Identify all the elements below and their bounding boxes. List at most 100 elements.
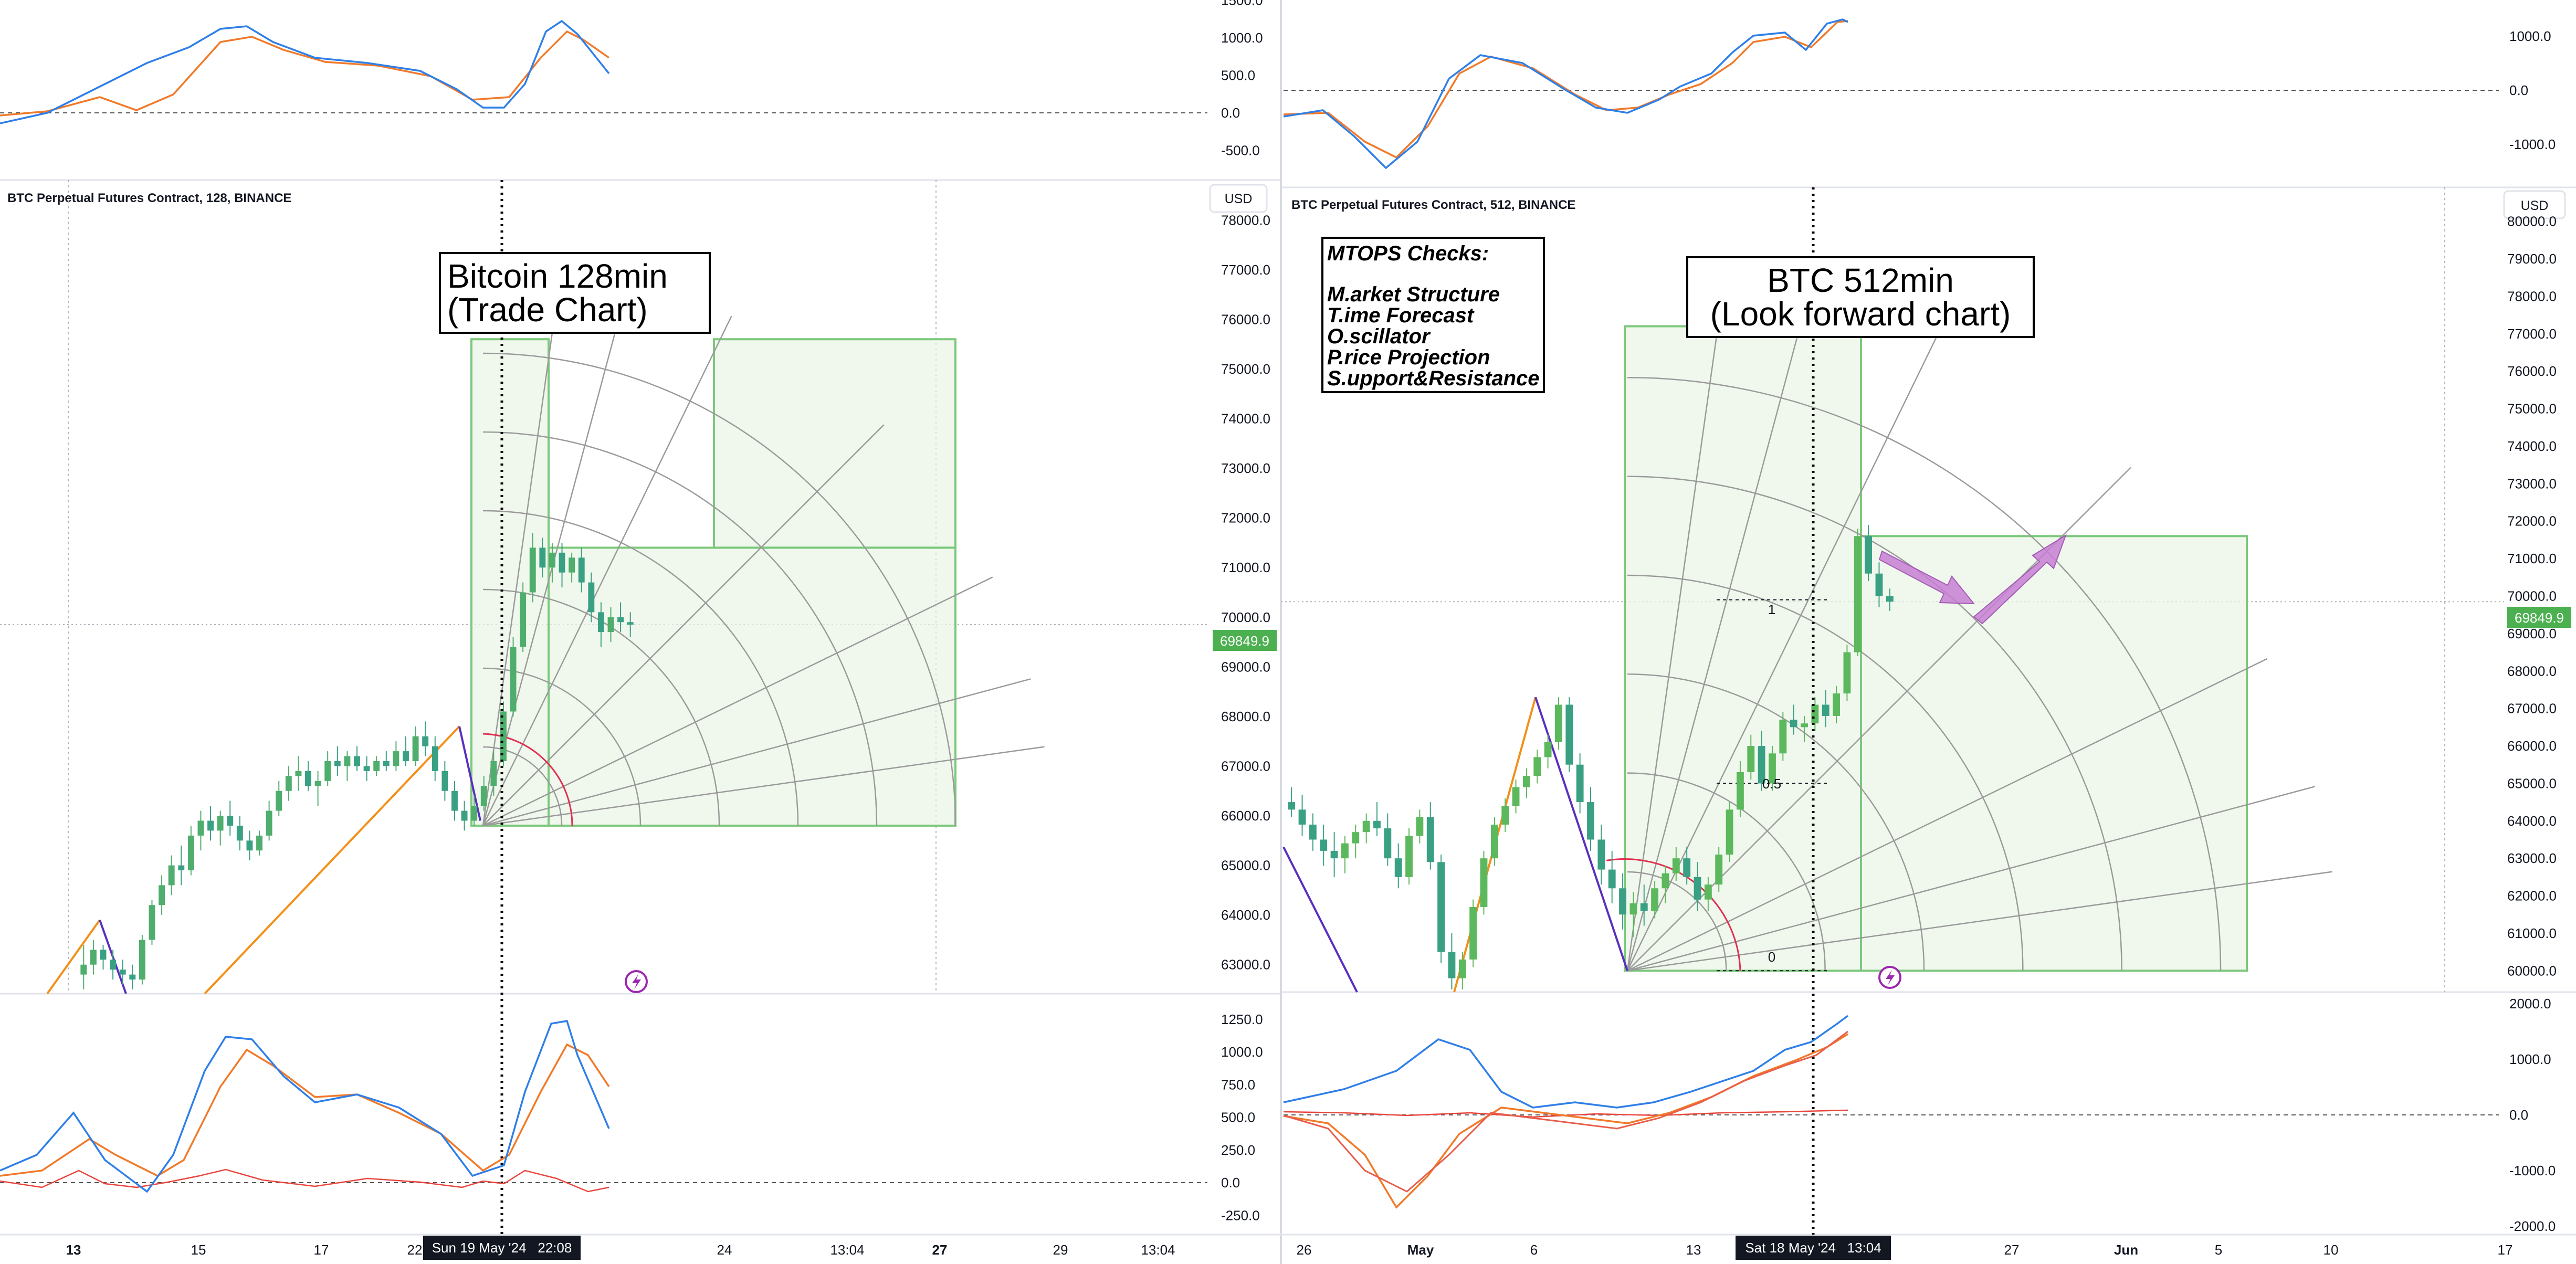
y-axis-tick-label: 65000.0	[2507, 775, 2557, 791]
right-symbol-label: BTC Perpetual Futures Contract, 512, BIN…	[1291, 198, 1575, 212]
candle-body	[1533, 757, 1541, 776]
candle-body	[1715, 855, 1723, 885]
candle-body	[187, 835, 194, 871]
left-crosshair-date: Sun 19 May '24 22:08	[423, 1236, 581, 1260]
x-axis-tick-label: 27	[932, 1242, 948, 1258]
right-header: BTC Perpetual Futures Contract, 512, BIN…	[1291, 190, 2566, 219]
right-crosshair-date: Sat 18 May '24 13:04	[1736, 1236, 1891, 1260]
candle-body	[1587, 802, 1594, 840]
candle-body	[1640, 903, 1648, 911]
projection-zone-box	[548, 546, 956, 827]
y-axis-tick-label: 67000.0	[1221, 758, 1270, 774]
right-currency-label: USD	[2521, 198, 2549, 213]
checklist-item: M.arket Structure	[1327, 283, 1500, 306]
osc-macd-line	[1283, 1015, 1849, 1109]
x-axis-tick-label: 6	[1530, 1242, 1538, 1258]
candle-body	[354, 756, 360, 766]
candle-body	[1662, 873, 1669, 889]
gann-fan-arc	[1627, 476, 2122, 971]
left-title-line2: (Trade Chart)	[447, 291, 648, 329]
y-axis-tick-label: 70000.0	[2507, 588, 2557, 604]
x-axis-tick-label: 10	[2323, 1242, 2339, 1258]
projection-zone-box	[1860, 535, 2248, 972]
candle-body	[1833, 693, 1840, 716]
alert-lightning-icon[interactable]	[625, 970, 648, 993]
left-currency-badge[interactable]	[1209, 184, 1268, 213]
candle-body	[1437, 862, 1445, 952]
fib-label-0-5: 0.5	[1762, 776, 1781, 792]
candle-body	[1576, 764, 1584, 803]
y-axis-tick-label: 69000.0	[1221, 659, 1270, 675]
left-title-box: Bitcoin 128min (Trade Chart)	[439, 252, 711, 334]
checklist-item: T.ime Forecast	[1327, 304, 1475, 327]
x-axis-tick-label: 5	[2215, 1242, 2222, 1258]
candle-body	[1480, 858, 1488, 907]
candle-body	[1469, 907, 1477, 960]
osc-tick-label: -500.0	[1221, 143, 1260, 159]
y-axis-tick-label: 69000.0	[2507, 626, 2557, 641]
osc-tick-label: 1000.0	[1221, 1044, 1263, 1060]
checklist-item: S.upport&Resistance	[1327, 367, 1540, 390]
candle-body	[1769, 753, 1776, 784]
y-axis-tick-label: 77000.0	[2507, 326, 2557, 342]
x-axis-tick-label: 13	[1686, 1242, 1701, 1258]
candle-body	[1779, 720, 1787, 754]
y-axis-tick-label: 76000.0	[1221, 311, 1270, 327]
x-axis-tick-label: 13:04	[1141, 1242, 1175, 1258]
y-axis-tick-label: 74000.0	[2507, 438, 2557, 454]
checklist-item: O.scillator	[1327, 325, 1431, 348]
candle-body	[149, 905, 155, 940]
candle-body	[1886, 596, 1894, 602]
y-axis-tick-label: 75000.0	[1221, 361, 1270, 377]
candle-body	[324, 761, 331, 781]
candle-body	[90, 950, 97, 965]
candle-body	[441, 771, 448, 791]
y-axis-tick-label: 63000.0	[1221, 957, 1270, 973]
candle-body	[1747, 746, 1755, 772]
candle-body	[1320, 839, 1328, 851]
osc-tick-label: 1000.0	[2509, 1051, 2551, 1067]
y-axis-tick-label: 78000.0	[2507, 288, 2557, 304]
candle-body	[1811, 704, 1819, 724]
candle-body	[1512, 787, 1520, 806]
osc-tick-label: 1000.0	[1221, 30, 1263, 46]
y-axis-tick-label: 62000.0	[2507, 888, 2557, 904]
downtrend-line	[1534, 697, 1628, 971]
candle-body	[627, 622, 634, 625]
osc-fast-line	[0, 19, 610, 124]
right-currency-badge[interactable]	[2503, 190, 2566, 219]
fib-label-1: 1	[1768, 602, 1775, 617]
y-axis-tick-label: 64000.0	[2507, 813, 2557, 829]
candle-body	[246, 840, 253, 851]
candle-body	[1394, 858, 1402, 877]
candle-body	[197, 820, 204, 836]
candle-body	[1458, 959, 1466, 978]
candle-body	[305, 771, 311, 786]
candle-body	[1416, 817, 1424, 836]
alert-lightning-icon[interactable]	[1878, 966, 1901, 989]
gann-fan-arc	[482, 746, 563, 826]
left-title-line1: Bitcoin 128min	[447, 257, 668, 295]
candle-body	[314, 781, 321, 786]
y-axis-tick-label: 80000.0	[2507, 214, 2557, 229]
candle-body	[520, 592, 527, 647]
y-axis-tick-label: 70000.0	[1221, 609, 1270, 625]
candle-body	[1544, 742, 1552, 757]
uptrend-line	[46, 919, 101, 995]
gann-fan-arc	[482, 667, 642, 826]
projection-arrow	[1973, 534, 2067, 625]
osc-slow-line	[0, 30, 610, 117]
osc-signal-line	[0, 1043, 610, 1177]
x-axis-tick-label: 13	[66, 1242, 81, 1258]
y-axis-tick-label: 66000.0	[2507, 738, 2557, 754]
candle-body	[1736, 772, 1744, 810]
candle-body	[1651, 888, 1659, 911]
candle-body	[100, 950, 107, 960]
candle-body	[1565, 704, 1573, 765]
candle-body	[607, 617, 614, 633]
osc-tick-label: 750.0	[1221, 1077, 1255, 1092]
osc-tick-label: -1000.0	[2509, 1163, 2556, 1178]
candle-body	[1352, 832, 1360, 844]
candle-body	[617, 617, 624, 623]
